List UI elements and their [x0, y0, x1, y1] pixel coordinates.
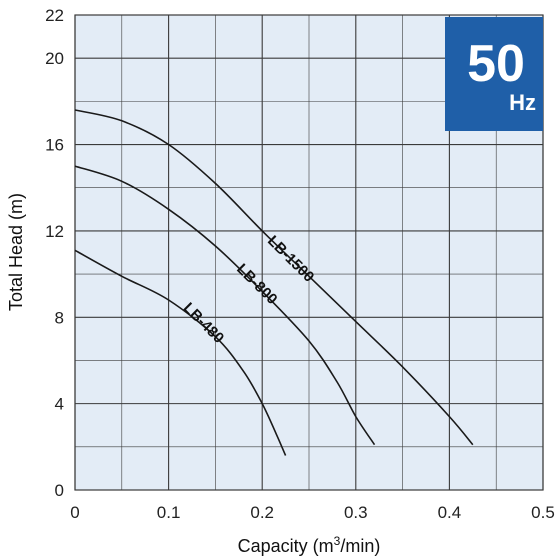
x-tick-label: 0.2: [250, 503, 274, 522]
y-tick-label: 4: [55, 395, 64, 414]
x-tick-label: 0.4: [438, 503, 462, 522]
badge-frequency-unit: Hz: [509, 90, 536, 115]
y-tick-label: 22: [45, 6, 64, 25]
x-tick-label: 0.1: [157, 503, 181, 522]
y-axis-title: Total Head (m): [6, 193, 26, 311]
badge-background: [445, 17, 543, 131]
curve-lb-800: [74, 165, 376, 446]
badge-frequency-value: 50: [467, 35, 525, 93]
x-tick-label: 0: [70, 503, 79, 522]
y-tick-label: 12: [45, 222, 64, 241]
frequency-badge: 50 Hz: [445, 17, 543, 131]
y-tick-label: 0: [55, 481, 64, 500]
y-tick-label: 20: [45, 49, 64, 68]
x-tick-label: 0.5: [531, 503, 555, 522]
curve-lb-1500: [74, 109, 474, 446]
plot-frame: [74, 14, 544, 491]
y-tick-label: 16: [45, 136, 64, 155]
x-axis-ticks: 0 0.1 0.2 0.3 0.4 0.5: [70, 503, 555, 522]
x-tick-label: 0.3: [344, 503, 368, 522]
y-axis-ticks: 0 4 8 12 16 20 22: [45, 6, 64, 500]
curve-lb-480: [74, 249, 287, 456]
x-axis-title: Capacity (m3/min): [238, 534, 381, 556]
y-tick-label: 8: [55, 308, 64, 327]
